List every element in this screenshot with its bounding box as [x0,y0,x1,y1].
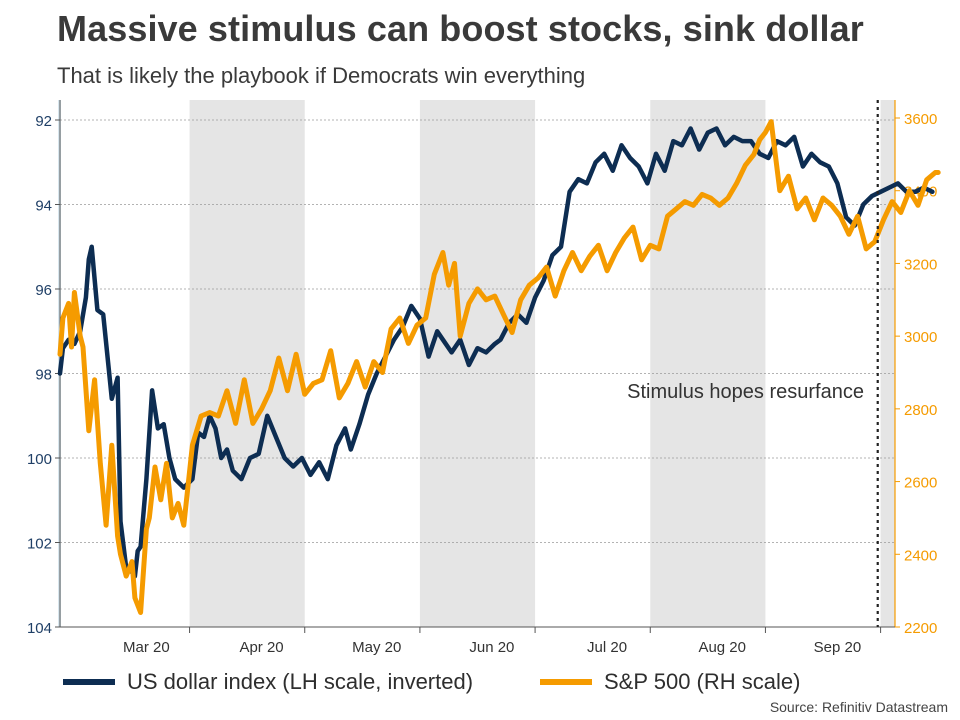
right-tick-label-3200: 3200 [904,256,937,273]
shaded-band-3 [880,100,895,627]
right-tick-label-2600: 2600 [904,475,937,492]
x-tick-label-Sep-20: Sep 20 [814,639,862,656]
x-tick-label-Aug-20: Aug 20 [698,639,746,656]
shaded-band-1 [419,100,536,627]
shaded-band-2 [650,100,766,627]
left-tick-label-100: 100 [27,451,52,468]
legend-swatch-usd [63,679,115,685]
legend-swatch-spx [540,679,592,685]
left-tick-label-94: 94 [35,198,52,215]
source-note: Source: Refinitiv Datastream [769,699,948,715]
legend-item-usd: US dollar index (LH scale, inverted) [63,668,473,696]
series-line-usd [57,126,935,579]
right-tick-label-2200: 2200 [904,620,937,637]
x-tick-label-Jun-20: Jun 20 [469,639,514,656]
right-tick-label-2800: 2800 [904,402,937,419]
series-line-spx [57,119,941,615]
x-tick-label-May-20: May 20 [352,639,401,656]
left-tick-label-98: 98 [35,367,52,384]
annotation-label: Stimulus hopes resurfance [627,381,864,403]
legend-item-spx: S&P 500 (RH scale) [540,668,800,696]
chart-subtitle: That is likely the playbook if Democrats… [57,63,586,88]
chart-title: Massive stimulus can boost stocks, sink … [57,8,864,49]
left-tick-label-104: 104 [27,620,52,637]
x-tick-label-Jul-20: Jul 20 [587,639,627,656]
left-tick-label-102: 102 [27,536,52,553]
legend-label-usd: US dollar index (LH scale, inverted) [127,669,474,694]
x-tick-label-Mar-20: Mar 20 [123,639,170,656]
x-tick-label-Apr-20: Apr 20 [239,639,283,656]
right-tick-label-3600: 3600 [904,111,937,128]
legend-label-spx: S&P 500 (RH scale) [604,669,801,694]
right-tick-label-2400: 2400 [904,547,937,564]
left-tick-label-92: 92 [35,113,52,130]
shaded-band-0 [189,100,305,627]
left-tick-label-96: 96 [35,282,52,299]
right-tick-label-3000: 3000 [904,329,937,346]
